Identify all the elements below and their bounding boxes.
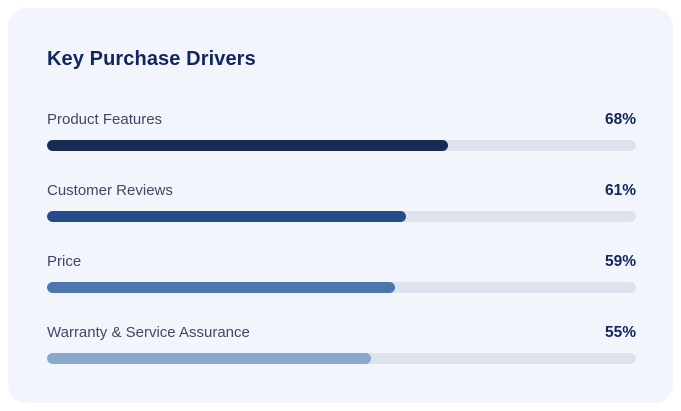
driver-label: Product Features (47, 111, 163, 128)
progress-fill (47, 140, 448, 151)
key-purchase-drivers-card: Key Purchase Drivers Product Features 68… (8, 8, 673, 403)
driver-row: Customer Reviews 61% (47, 181, 636, 222)
driver-value: 61% (604, 182, 636, 199)
driver-row: Price 59% (47, 252, 636, 293)
card-title: Key Purchase Drivers (47, 48, 256, 70)
driver-row: Product Features 68% (47, 110, 636, 151)
progress-fill (47, 211, 407, 222)
drivers-list: Product Features 68% Customer Reviews 61… (47, 110, 636, 364)
driver-row-head: Price 59% (47, 252, 636, 272)
progress-track (47, 211, 636, 222)
progress-track (47, 353, 636, 364)
driver-row-head: Warranty & Service Assurance 55% (47, 323, 636, 343)
driver-row-head: Customer Reviews 61% (47, 181, 636, 201)
progress-fill (47, 282, 395, 293)
progress-track (47, 140, 636, 151)
driver-value: 59% (604, 253, 636, 270)
driver-row-head: Product Features 68% (47, 110, 636, 130)
driver-row: Warranty & Service Assurance 55% (47, 323, 636, 364)
driver-value: 68% (604, 111, 636, 128)
progress-track (47, 282, 636, 293)
driver-label: Customer Reviews (47, 182, 173, 199)
driver-label: Warranty & Service Assurance (47, 324, 250, 341)
driver-label: Price (47, 253, 82, 270)
driver-value: 55% (604, 324, 636, 341)
progress-fill (47, 353, 371, 364)
